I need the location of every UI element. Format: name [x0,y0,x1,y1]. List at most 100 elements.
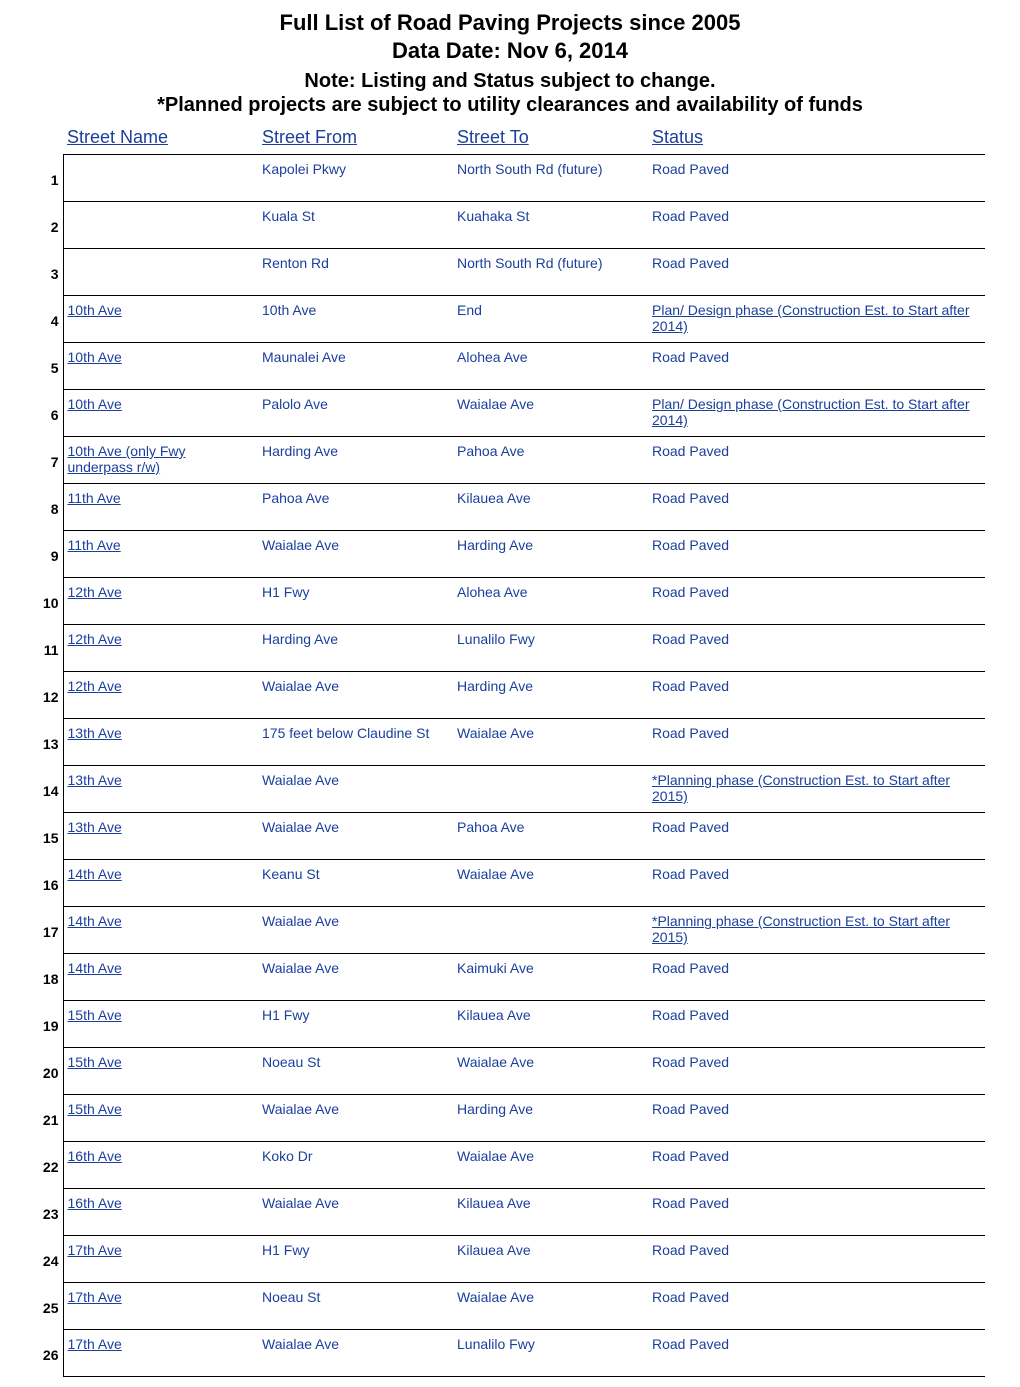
cell-street-from: Waialae Ave [258,1095,453,1142]
cell-street-from: Waialae Ave [258,907,453,954]
cell-street-name: 11th Ave [63,531,258,578]
cell-street-to: Lunalilo Fwy [453,1330,648,1377]
cell-street-from: Koko Dr [258,1142,453,1189]
cell-street-to: Harding Ave [453,1095,648,1142]
cell-status: Road Paved [648,1189,985,1236]
cell-status: Road Paved [648,1142,985,1189]
cell-street-to: Alohea Ave [453,343,648,390]
row-number: 22 [35,1142,63,1189]
cell-status: Road Paved [648,1048,985,1095]
table-row: 410th Ave10th AveEndPlan/ Design phase (… [35,296,985,343]
cell-status: Road Paved [648,484,985,531]
cell-street-name [63,202,258,249]
row-number: 19 [35,1001,63,1048]
cell-street-from: Harding Ave [258,437,453,484]
table-row: 2115th AveWaialae AveHarding AveRoad Pav… [35,1095,985,1142]
table-row: 1112th AveHarding AveLunalilo FwyRoad Pa… [35,625,985,672]
table-row: 1012th AveH1 FwyAlohea AveRoad Paved [35,578,985,625]
cell-street-to: North South Rd (future) [453,155,648,202]
cell-street-to: Pahoa Ave [453,813,648,860]
cell-status: Road Paved [648,625,985,672]
cell-street-name: 12th Ave [63,578,258,625]
col-header-status: Status [648,123,985,155]
row-number: 26 [35,1330,63,1377]
row-number: 13 [35,719,63,766]
cell-status: *Planning phase (Construction Est. to St… [648,907,985,954]
cell-street-to: North South Rd (future) [453,249,648,296]
row-number: 6 [35,390,63,437]
title-line-2: Data Date: Nov 6, 2014 [35,38,985,64]
cell-street-name: 17th Ave [63,1236,258,1283]
col-header-street-from: Street From [258,123,453,155]
table-row: 1714th AveWaialae Ave*Planning phase (Co… [35,907,985,954]
row-number: 16 [35,860,63,907]
row-number: 24 [35,1236,63,1283]
cell-street-from: Palolo Ave [258,390,453,437]
cell-street-from: Harding Ave [258,625,453,672]
row-number: 7 [35,437,63,484]
cell-status: Road Paved [648,437,985,484]
cell-street-to: Kilauea Ave [453,1189,648,1236]
table-row: 2015th AveNoeau StWaialae AveRoad Paved [35,1048,985,1095]
cell-status: Road Paved [648,531,985,578]
table-row: 911th AveWaialae AveHarding AveRoad Pave… [35,531,985,578]
page-header: Full List of Road Paving Projects since … [35,10,985,117]
row-number: 9 [35,531,63,578]
table-row: 1915th AveH1 FwyKilauea AveRoad Paved [35,1001,985,1048]
table-row: 2216th AveKoko DrWaialae AveRoad Paved [35,1142,985,1189]
cell-status: Road Paved [648,202,985,249]
cell-street-name: 14th Ave [63,860,258,907]
table-row: 1413th AveWaialae Ave*Planning phase (Co… [35,766,985,813]
cell-street-from: Waialae Ave [258,531,453,578]
table-row: 610th AvePalolo AveWaialae AvePlan/ Desi… [35,390,985,437]
cell-status: Road Paved [648,1283,985,1330]
cell-status: Road Paved [648,813,985,860]
title-line-3: Note: Listing and Status subject to chan… [35,70,985,93]
title-line-4: *Planned projects are subject to utility… [35,94,985,117]
cell-street-name: 15th Ave [63,1001,258,1048]
cell-status: Road Paved [648,578,985,625]
table-row: 2617th AveWaialae AveLunalilo FwyRoad Pa… [35,1330,985,1377]
cell-street-from: Renton Rd [258,249,453,296]
cell-status: Road Paved [648,1236,985,1283]
cell-street-name [63,155,258,202]
cell-street-name: 13th Ave [63,766,258,813]
cell-street-name [63,249,258,296]
row-number: 12 [35,672,63,719]
table-row: 3 Renton RdNorth South Rd (future)Road Pa… [35,249,985,296]
cell-street-name: 10th Ave [63,343,258,390]
cell-street-to: Kaimuki Ave [453,954,648,1001]
table-row: 710th Ave (only Fwy underpass r/w)Hardin… [35,437,985,484]
cell-status: Plan/ Design phase (Construction Est. to… [648,390,985,437]
row-number: 1 [35,155,63,202]
table-row: 1614th AveKeanu StWaialae AveRoad Paved [35,860,985,907]
cell-street-name: 12th Ave [63,625,258,672]
cell-status: Road Paved [648,672,985,719]
table-row: 2316th AveWaialae AveKilauea AveRoad Pav… [35,1189,985,1236]
cell-status: Road Paved [648,1095,985,1142]
row-number: 23 [35,1189,63,1236]
cell-street-name: 14th Ave [63,907,258,954]
cell-street-from: 10th Ave [258,296,453,343]
row-number: 15 [35,813,63,860]
cell-status: Road Paved [648,249,985,296]
row-number: 18 [35,954,63,1001]
row-number: 8 [35,484,63,531]
cell-street-name: 17th Ave [63,1283,258,1330]
cell-street-from: Noeau St [258,1283,453,1330]
cell-street-from: Pahoa Ave [258,484,453,531]
cell-street-name: 16th Ave [63,1142,258,1189]
cell-street-to: Alohea Ave [453,578,648,625]
table-row: 1814th AveWaialae AveKaimuki AveRoad Pav… [35,954,985,1001]
cell-status: Plan/ Design phase (Construction Est. to… [648,296,985,343]
row-number: 2 [35,202,63,249]
cell-street-from: Noeau St [258,1048,453,1095]
row-number: 3 [35,249,63,296]
cell-street-from: Waialae Ave [258,954,453,1001]
table-row: 1313th Ave175 feet below Claudine StWaia… [35,719,985,766]
cell-street-to: Waialae Ave [453,1142,648,1189]
cell-street-from: Kapolei Pkwy [258,155,453,202]
cell-status: Road Paved [648,719,985,766]
cell-street-name: 10th Ave [63,296,258,343]
table-header-row: Street Name Street From Street To Status [35,123,985,155]
